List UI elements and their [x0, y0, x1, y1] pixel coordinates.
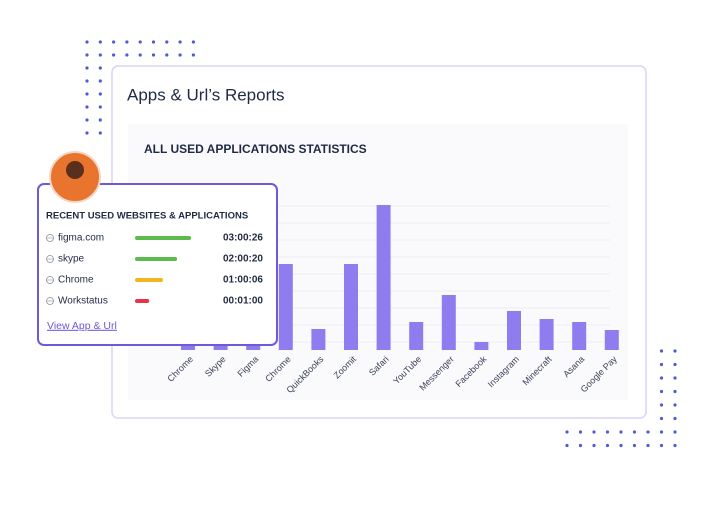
dot: [646, 430, 650, 434]
dot: [632, 443, 637, 448]
dot: [85, 53, 89, 57]
bar: [278, 264, 293, 350]
dot: [98, 53, 102, 57]
usage-time: 02:00:20: [223, 254, 263, 265]
dot: [191, 53, 195, 57]
dot: [125, 53, 129, 57]
chart-title: ALL USED APPLICATIONS STATISTICS: [144, 142, 367, 156]
dot: [646, 443, 650, 448]
dot: [98, 92, 102, 96]
dot: [138, 40, 142, 44]
dot: [138, 53, 142, 57]
popup: [37, 183, 278, 346]
dot: [85, 79, 89, 83]
dot: [565, 443, 569, 448]
app-name: figma.com: [58, 233, 104, 244]
dot: [165, 53, 169, 57]
dot: [659, 349, 664, 353]
dot: [112, 40, 116, 44]
dot: [619, 443, 623, 448]
dot: [85, 105, 89, 109]
bar: [344, 264, 358, 350]
dot: [85, 131, 89, 135]
dot: [673, 403, 677, 407]
app-name: Chrome: [58, 275, 94, 286]
dot: [98, 66, 102, 70]
dot: [673, 416, 677, 421]
bar: [507, 311, 521, 350]
dot: [85, 66, 89, 70]
bar: [572, 322, 587, 350]
dot: [98, 105, 102, 109]
dot: [565, 430, 569, 434]
dot: [673, 430, 677, 434]
dot: [98, 79, 102, 83]
dot: [151, 40, 156, 44]
popup-title: RECENT USED WEBSITES & APPLICATIONS: [46, 211, 248, 222]
dot: [673, 376, 677, 380]
dot: [659, 389, 664, 394]
popup-rows: figma.com 03:00:26 skype 02:00:20 Chrome 01:0…: [46, 233, 263, 307]
dot: [165, 40, 169, 44]
bar: [376, 205, 391, 350]
dot: [578, 443, 583, 448]
view-link[interactable]: View App & Url: [47, 320, 117, 332]
dot: [619, 430, 623, 434]
usage-time: 03:00:26: [223, 233, 263, 244]
dot: [98, 131, 102, 135]
dot: [191, 40, 195, 44]
bar: [311, 329, 326, 350]
dot: [85, 40, 89, 44]
bar: [539, 319, 554, 350]
dot: [98, 40, 102, 44]
avatar-face: [66, 161, 84, 179]
usage-time: 00:01:00: [223, 296, 263, 307]
app-name: Workstatus: [58, 296, 108, 307]
bar: [474, 342, 489, 350]
dot: [673, 349, 677, 353]
bar: [441, 295, 456, 350]
usage-time: 01:00:06: [223, 275, 263, 286]
dot: [605, 430, 610, 434]
decoration-dots: [85, 40, 677, 448]
dot: [592, 443, 596, 448]
dot: [659, 443, 664, 448]
bar: [604, 330, 619, 350]
dot: [112, 53, 116, 57]
card-title: Apps & Url’s Reports: [127, 85, 284, 104]
dot: [98, 118, 102, 122]
bar: [409, 322, 424, 350]
dot: [178, 53, 182, 57]
dot: [659, 403, 664, 407]
dot: [659, 362, 664, 367]
dot: [673, 389, 677, 394]
app-name: skype: [58, 254, 85, 265]
dot: [659, 376, 664, 380]
dot: [659, 430, 664, 434]
dot: [659, 416, 664, 421]
dot: [673, 443, 677, 448]
dot: [85, 92, 89, 96]
dot: [592, 430, 596, 434]
dot: [605, 443, 610, 448]
dot: [178, 40, 182, 44]
dot: [85, 118, 89, 122]
dot: [578, 430, 583, 434]
dot: [673, 362, 677, 367]
dot: [632, 430, 637, 434]
dot: [151, 53, 156, 57]
dot: [125, 40, 129, 44]
